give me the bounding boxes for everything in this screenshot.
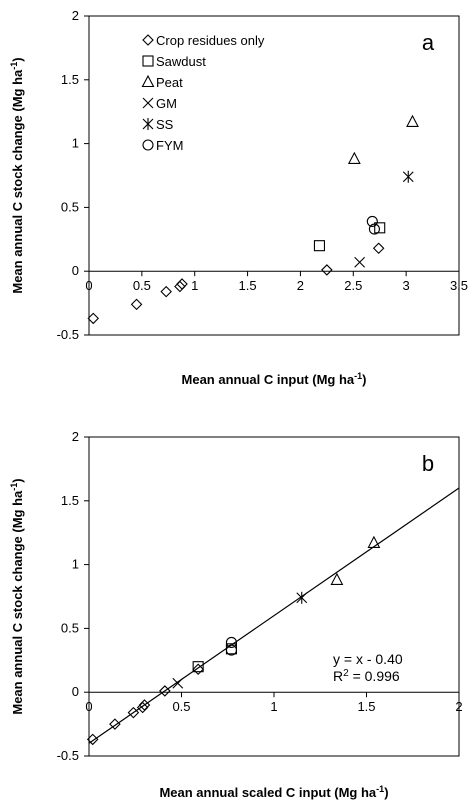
data-point — [136, 701, 149, 714]
regression-line — [88, 487, 460, 744]
legend-marker — [142, 139, 154, 151]
series-triangle — [330, 535, 381, 585]
data-point — [87, 312, 100, 325]
legend-marker — [142, 118, 154, 130]
y-tick-label: 0.5 — [61, 620, 79, 635]
data-point — [86, 733, 99, 746]
y-axis-label: Mean annual C stock change (Mg ha-1) — [9, 478, 25, 714]
chart-panel-a: 0 0.5 1 1.5 2 2.5 3 3.5 -0.5 0 0.5 1 1.5 2 Mean annual… — [9, 8, 468, 387]
data-point — [321, 264, 333, 276]
data-point — [347, 151, 361, 164]
plot-frame — [88, 15, 460, 336]
data-point — [127, 706, 140, 719]
legend-marker — [142, 55, 154, 67]
data-point — [138, 699, 151, 711]
panel-label: a — [422, 30, 435, 55]
data-point — [160, 285, 172, 298]
x-tick-label: 0 — [85, 699, 92, 714]
x-tick-label: 3.5 — [450, 278, 468, 293]
x-tick-label: 3 — [403, 278, 410, 293]
data-point — [225, 636, 237, 648]
data-point — [192, 661, 204, 673]
x-tick-label: 1 — [270, 699, 277, 714]
data-point — [174, 280, 186, 293]
x-tick-label: 0 — [85, 278, 92, 293]
series-star — [402, 170, 414, 183]
y-tick-label: 0.5 — [61, 199, 79, 214]
series-star — [296, 591, 308, 604]
x-tick-label: 1.5 — [357, 699, 375, 714]
legend-label: Crop residues only — [156, 33, 265, 48]
series-diamond — [86, 663, 204, 746]
legend-label: Sawdust — [156, 54, 206, 69]
y-tick-label: 1 — [72, 136, 79, 151]
legend-marker — [141, 74, 155, 88]
series-square — [313, 222, 386, 252]
data-point — [109, 718, 121, 730]
data-point — [372, 242, 385, 255]
legend-label: Peat — [156, 75, 183, 90]
legend: Crop residues only Sawdust Peat GM SS FYM — [141, 33, 265, 153]
data-point — [172, 677, 184, 689]
chart-panel-b: 0 0.5 1 1.5 2 -0.5 0 0.5 1 1.5 2 Mean annual scaled… — [9, 429, 463, 800]
y-tick-label: 1 — [72, 557, 79, 572]
data-point — [130, 298, 143, 311]
r-squared-label: R2 = 0.996 — [333, 668, 400, 684]
legend-marker — [142, 97, 154, 109]
y-tick-label: 2 — [72, 8, 79, 23]
x-tick-label: 1.5 — [239, 278, 257, 293]
data-point — [192, 663, 204, 676]
y-tick-label: 1.5 — [61, 493, 79, 508]
x-tick-label: 0.5 — [172, 699, 190, 714]
data-point — [402, 170, 414, 183]
data-point — [368, 223, 380, 235]
series-x — [354, 256, 366, 268]
y-tick-label: 1.5 — [61, 72, 79, 87]
x-axis-label: Mean annual scaled C input (Mg ha-1) — [159, 784, 388, 800]
legend-label: GM — [156, 96, 177, 111]
y-tick-label: 0 — [72, 684, 79, 699]
data-point — [176, 278, 188, 290]
y-tick-label: 2 — [72, 429, 79, 444]
series-circle — [366, 215, 380, 235]
data-point — [374, 222, 386, 234]
data-point — [313, 240, 326, 252]
series-x — [172, 677, 184, 689]
y-tick-label: 0 — [72, 263, 79, 278]
y-tick-label: -0.5 — [57, 748, 79, 763]
data-point — [159, 685, 171, 697]
plot-frame — [88, 436, 460, 757]
regression-equation: y = x - 0.40 — [333, 651, 403, 667]
legend-label: SS — [156, 117, 174, 132]
y-axis-label: Mean annual C stock change (Mg ha-1) — [9, 57, 25, 293]
y-tick-label: -0.5 — [57, 327, 79, 342]
panel-label: b — [422, 451, 434, 476]
data-point — [366, 215, 378, 227]
series-diamond — [87, 242, 385, 325]
data-point — [225, 644, 237, 656]
data-point — [406, 114, 419, 127]
series-circle — [225, 636, 237, 656]
data-point — [367, 535, 381, 548]
x-axis-label: Mean annual C input (Mg ha-1) — [182, 371, 367, 387]
x-tick-label: 0.5 — [133, 278, 151, 293]
x-tick-label: 1 — [191, 278, 198, 293]
data-point — [354, 256, 366, 268]
data-point — [330, 572, 344, 585]
legend-label: FYM — [156, 138, 183, 153]
x-tick-label: 2 — [297, 278, 304, 293]
data-point — [296, 591, 308, 604]
x-tick-label: 2 — [455, 699, 462, 714]
x-tick-label: 2.5 — [344, 278, 362, 293]
legend-marker — [142, 34, 154, 46]
series-triangle — [347, 114, 419, 164]
